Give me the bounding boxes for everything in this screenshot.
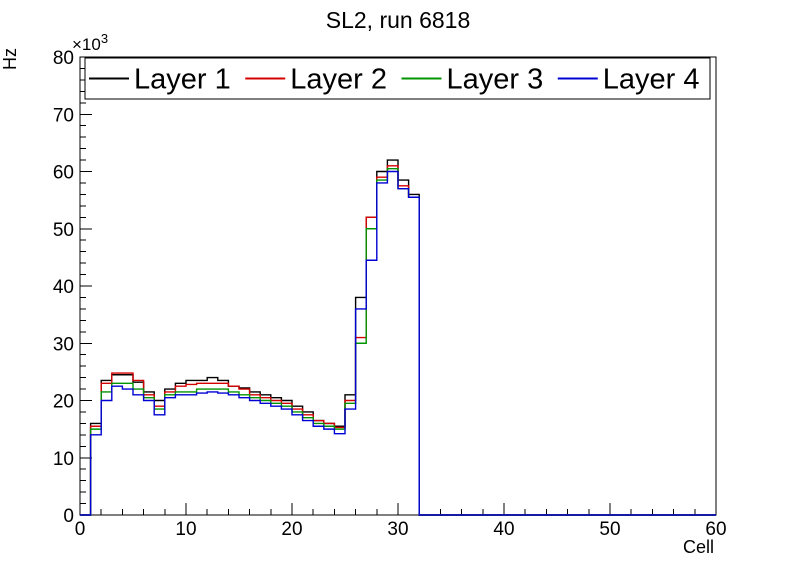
y-tick-label: 60 (53, 163, 74, 184)
y-tick-label: 40 (53, 277, 74, 298)
series-line-3 (80, 167, 716, 516)
x-tick-label: 30 (387, 519, 408, 540)
legend-label-4: Layer 4 (603, 64, 700, 96)
y-tick-label: 0 (63, 506, 74, 527)
x-tick-label: 20 (281, 519, 302, 540)
legend-label-1: Layer 1 (134, 64, 231, 96)
x-tick-label: 0 (75, 519, 86, 540)
y-tick-label: 70 (53, 105, 74, 126)
x-axis-label: Cell (683, 537, 714, 557)
y-tick-label: 10 (53, 449, 74, 470)
y-axis-multiplier: ×103 (72, 31, 108, 54)
y-tick-label: 80 (53, 48, 74, 69)
series-line-1 (80, 159, 716, 516)
series-line-4 (80, 170, 716, 516)
y-axis-label: Hz (0, 48, 20, 70)
y-tick-label: 30 (53, 334, 74, 355)
legend-label-3: Layer 3 (447, 64, 544, 96)
x-tick-label: 40 (493, 519, 514, 540)
chart-title: SL2, run 6818 (325, 7, 471, 33)
legend-box (84, 57, 711, 100)
plot-frame (79, 56, 717, 516)
y-tick-label: 50 (53, 220, 74, 241)
x-tick-label: 10 (175, 519, 196, 540)
series-line-2 (80, 165, 716, 516)
y-tick-label: 20 (53, 392, 74, 413)
legend-label-2: Layer 2 (290, 64, 387, 96)
x-tick-label: 60 (705, 519, 726, 540)
x-tick-label: 50 (599, 519, 620, 540)
